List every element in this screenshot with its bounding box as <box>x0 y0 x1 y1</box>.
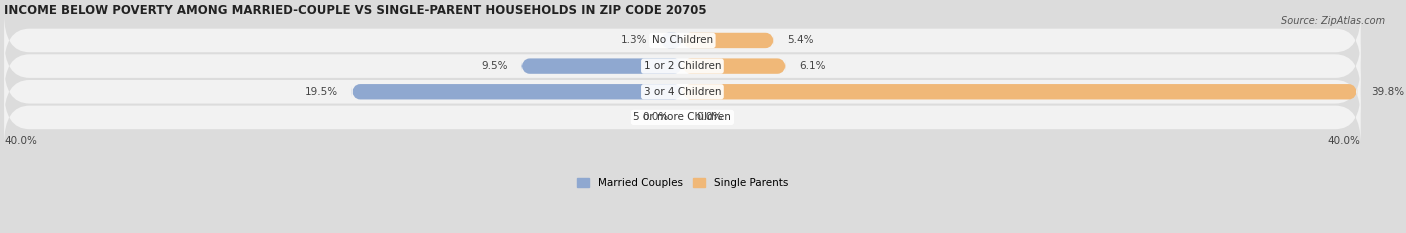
FancyBboxPatch shape <box>682 58 786 74</box>
Text: 19.5%: 19.5% <box>305 87 339 97</box>
FancyBboxPatch shape <box>352 84 682 99</box>
FancyBboxPatch shape <box>4 65 1361 118</box>
Text: 5 or more Children: 5 or more Children <box>634 112 731 122</box>
Text: 0.0%: 0.0% <box>643 112 669 122</box>
FancyBboxPatch shape <box>661 33 682 48</box>
FancyBboxPatch shape <box>682 84 1357 99</box>
Text: 3 or 4 Children: 3 or 4 Children <box>644 87 721 97</box>
Text: 9.5%: 9.5% <box>481 61 508 71</box>
Text: No Children: No Children <box>652 35 713 45</box>
FancyBboxPatch shape <box>4 39 1361 93</box>
Text: 5.4%: 5.4% <box>787 35 814 45</box>
FancyBboxPatch shape <box>522 58 682 74</box>
FancyBboxPatch shape <box>4 91 1361 144</box>
Text: 6.1%: 6.1% <box>800 61 825 71</box>
Text: 1 or 2 Children: 1 or 2 Children <box>644 61 721 71</box>
FancyBboxPatch shape <box>682 33 773 48</box>
Text: 40.0%: 40.0% <box>4 136 37 146</box>
Text: Source: ZipAtlas.com: Source: ZipAtlas.com <box>1281 16 1385 26</box>
FancyBboxPatch shape <box>4 14 1361 67</box>
Text: 39.8%: 39.8% <box>1371 87 1403 97</box>
Text: 40.0%: 40.0% <box>1327 136 1361 146</box>
Text: INCOME BELOW POVERTY AMONG MARRIED-COUPLE VS SINGLE-PARENT HOUSEHOLDS IN ZIP COD: INCOME BELOW POVERTY AMONG MARRIED-COUPL… <box>4 4 707 17</box>
Legend: Married Couples, Single Parents: Married Couples, Single Parents <box>572 174 793 192</box>
Text: 1.3%: 1.3% <box>620 35 647 45</box>
Text: 0.0%: 0.0% <box>696 112 723 122</box>
